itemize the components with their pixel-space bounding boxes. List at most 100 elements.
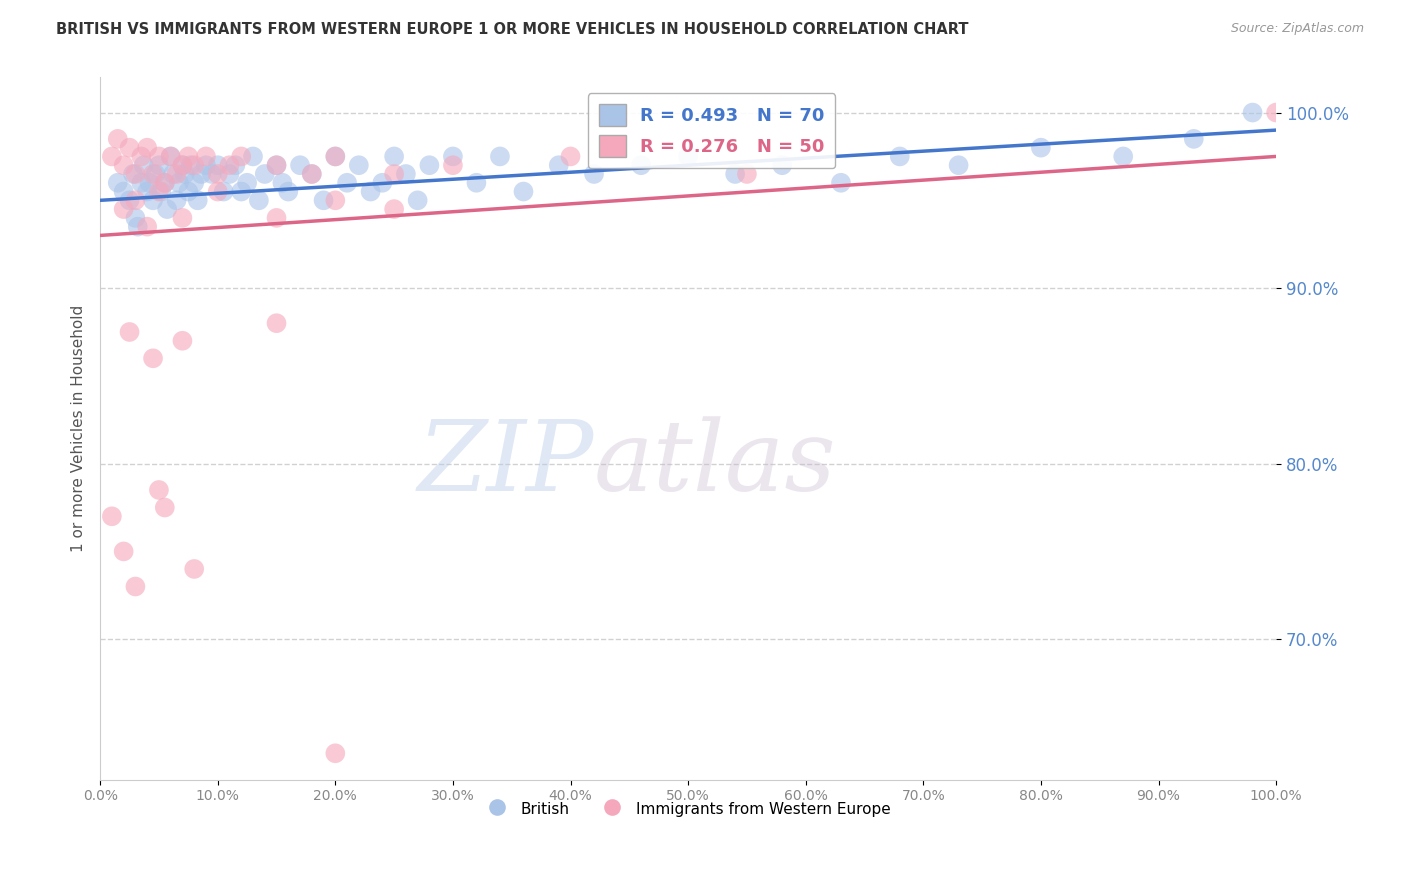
Point [218, 167, 240, 181]
Point [830, 176, 852, 190]
Point [418, 158, 440, 172]
Point [122, 167, 145, 181]
Point [166, 194, 188, 208]
Point [187, 194, 209, 208]
Point [183, 562, 205, 576]
Point [231, 149, 253, 163]
Point [132, 158, 155, 172]
Point [173, 167, 195, 181]
Point [724, 167, 747, 181]
Point [1182, 132, 1205, 146]
Point [1241, 105, 1264, 120]
Point [266, 158, 288, 172]
Point [312, 194, 335, 208]
Point [112, 202, 135, 216]
Point [441, 158, 464, 172]
Point [630, 158, 652, 172]
Point [124, 580, 146, 594]
Point [145, 167, 167, 181]
Point [172, 158, 194, 172]
Point [347, 158, 370, 172]
Point [212, 185, 235, 199]
Text: atlas: atlas [595, 416, 837, 511]
Point [1265, 105, 1288, 120]
Point [148, 149, 170, 163]
Point [177, 185, 200, 199]
Point [172, 334, 194, 348]
Point [207, 167, 229, 181]
Point [560, 149, 582, 163]
Point [172, 211, 194, 225]
Point [180, 158, 202, 172]
Y-axis label: 1 or more Vehicles in Household: 1 or more Vehicles in Household [72, 305, 86, 552]
Point [142, 167, 165, 181]
Point [172, 158, 194, 172]
Point [382, 202, 405, 216]
Point [323, 194, 346, 208]
Legend: British, Immigrants from Western Europe: British, Immigrants from Western Europe [479, 794, 897, 824]
Point [301, 167, 323, 181]
Point [150, 185, 173, 199]
Point [112, 544, 135, 558]
Point [183, 158, 205, 172]
Point [247, 194, 270, 208]
Point [177, 149, 200, 163]
Point [735, 167, 758, 181]
Point [323, 149, 346, 163]
Point [159, 149, 181, 163]
Point [441, 149, 464, 163]
Point [948, 158, 970, 172]
Point [512, 185, 534, 199]
Point [118, 141, 141, 155]
Point [194, 158, 217, 172]
Point [107, 176, 129, 190]
Point [148, 158, 170, 172]
Point [107, 132, 129, 146]
Point [166, 167, 188, 181]
Point [167, 176, 190, 190]
Point [1112, 149, 1135, 163]
Point [547, 158, 569, 172]
Point [129, 149, 152, 163]
Point [162, 167, 184, 181]
Point [489, 149, 512, 163]
Point [101, 149, 124, 163]
Point [266, 211, 288, 225]
Point [266, 316, 288, 330]
Point [371, 176, 394, 190]
Point [406, 194, 429, 208]
Point [136, 141, 159, 155]
Point [136, 219, 159, 234]
Point [138, 176, 160, 190]
Point [190, 167, 212, 181]
Point [224, 158, 246, 172]
Point [124, 167, 146, 181]
Point [231, 185, 253, 199]
Point [336, 176, 359, 190]
Text: ZIP: ZIP [418, 416, 595, 511]
Point [118, 325, 141, 339]
Point [242, 149, 264, 163]
Point [124, 211, 146, 225]
Point [770, 158, 793, 172]
Point [218, 158, 240, 172]
Point [207, 185, 229, 199]
Point [127, 219, 149, 234]
Point [266, 158, 288, 172]
Point [201, 167, 224, 181]
Point [360, 185, 382, 199]
Point [583, 167, 606, 181]
Point [124, 194, 146, 208]
Point [277, 185, 299, 199]
Point [112, 185, 135, 199]
Point [382, 149, 405, 163]
Point [183, 176, 205, 190]
Point [395, 167, 418, 181]
Point [142, 194, 165, 208]
Text: BRITISH VS IMMIGRANTS FROM WESTERN EUROPE 1 OR MORE VEHICLES IN HOUSEHOLD CORREL: BRITISH VS IMMIGRANTS FROM WESTERN EUROP… [56, 22, 969, 37]
Point [159, 149, 181, 163]
Point [101, 509, 124, 524]
Point [112, 158, 135, 172]
Text: Source: ZipAtlas.com: Source: ZipAtlas.com [1230, 22, 1364, 36]
Point [194, 149, 217, 163]
